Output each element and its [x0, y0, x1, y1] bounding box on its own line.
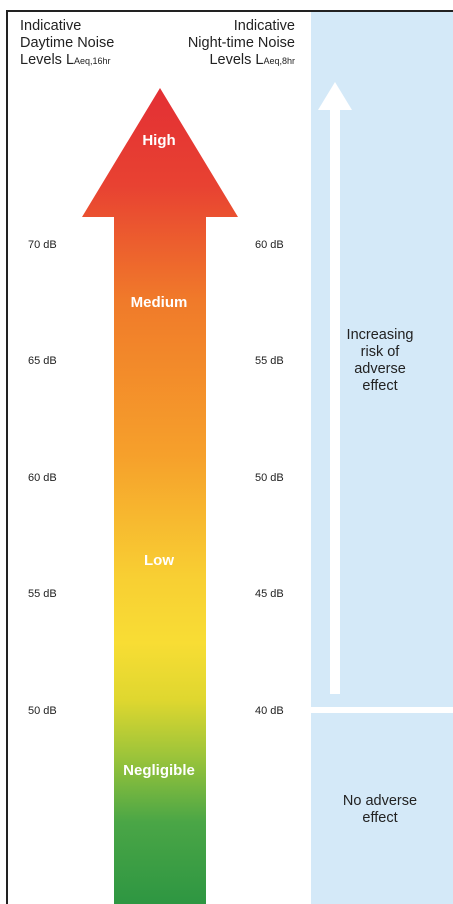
- diagram-frame: [6, 10, 453, 904]
- level-medium: Medium: [130, 294, 188, 311]
- night-tick-60: 60 dB: [255, 239, 284, 251]
- night-tick-55: 55 dB: [255, 355, 284, 367]
- day-tick-60: 60 dB: [28, 472, 57, 484]
- nighttime-header-line1: Indicative: [233, 18, 295, 34]
- none-line2: effect: [362, 810, 398, 826]
- noise-level-arrow: [82, 88, 238, 904]
- daytime-header-line1: Indicative: [20, 18, 82, 34]
- no-effect-panel: [311, 713, 453, 904]
- daytime-levels-text: Levels L: [20, 52, 75, 68]
- day-tick-70: 70 dB: [28, 239, 57, 251]
- increasing-line1: Increasing: [346, 327, 414, 343]
- night-tick-45: 45 dB: [255, 588, 284, 600]
- risk-arrow-head: [318, 82, 352, 110]
- day-tick-65: 65 dB: [28, 355, 57, 367]
- nighttime-levels-text: Levels L: [209, 52, 264, 68]
- nighttime-subscript: Aeq,8hr: [263, 56, 295, 66]
- increasing-risk-label: Increasing risk of adverse effect: [330, 327, 430, 395]
- nighttime-header: Indicative Night-time Noise Levels LAeq,…: [150, 18, 295, 70]
- level-negligible: Negligible: [123, 762, 195, 779]
- night-tick-50: 50 dB: [255, 472, 284, 484]
- daytime-header-line3: Levels LAeq,16hr: [20, 52, 114, 70]
- level-low: Low: [144, 552, 174, 569]
- increasing-line4: effect: [362, 378, 398, 394]
- risk-arrow-shaft: [330, 108, 340, 694]
- increasing-line3: adverse: [354, 361, 406, 377]
- day-tick-50: 50 dB: [28, 705, 57, 717]
- daytime-subscript: Aeq,16hr: [74, 56, 111, 66]
- level-high: High: [142, 132, 176, 149]
- daytime-header: Indicative Daytime Noise Levels LAeq,16h…: [20, 18, 114, 70]
- increasing-line2: risk of: [360, 344, 400, 360]
- day-tick-55: 55 dB: [28, 588, 57, 600]
- daytime-header-line2: Daytime Noise: [20, 35, 115, 51]
- none-line1: No adverse: [342, 793, 418, 809]
- nighttime-header-line2: Night-time Noise: [187, 35, 295, 51]
- no-adverse-effect-label: No adverse effect: [320, 793, 440, 827]
- nighttime-header-line3: Levels LAeq,8hr: [150, 52, 295, 70]
- night-tick-40: 40 dB: [255, 705, 284, 717]
